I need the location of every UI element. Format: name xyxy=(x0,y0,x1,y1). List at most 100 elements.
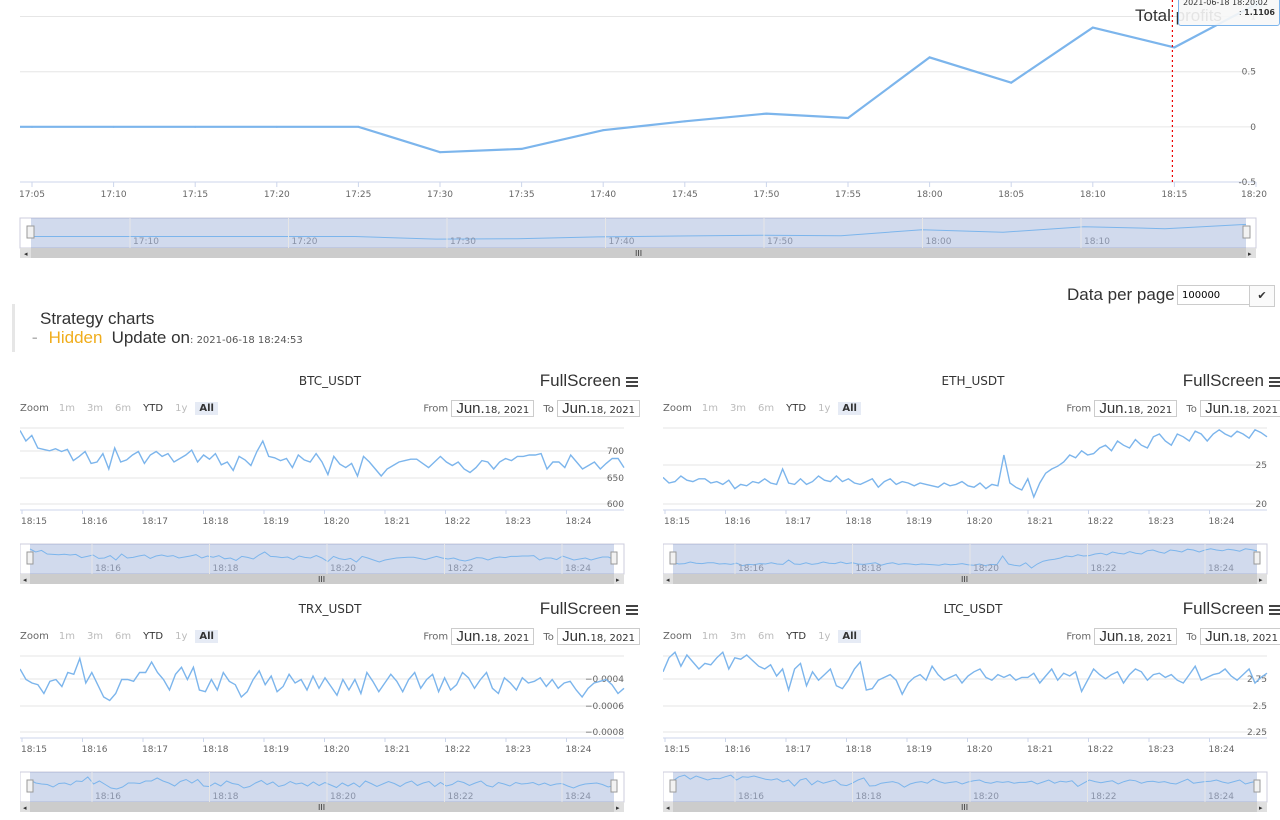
from-date-input[interactable]: Jun.18, 2021 xyxy=(451,400,535,417)
symbol-chart-svg: 700 650 600 18:15 18:16 18:17 18:18 18:19 18:20 1… xyxy=(20,427,625,584)
x-tick-label: 18:21 xyxy=(1027,745,1053,755)
price-series-line xyxy=(20,430,625,478)
strategy-section-bar xyxy=(12,304,15,352)
to-date-input[interactable]: Jun.18, 2021 xyxy=(557,628,640,645)
navigator-scrollbar-thumb[interactable] xyxy=(673,802,1257,812)
range-button-3m[interactable]: 3m xyxy=(729,631,747,642)
y-tick-label: 2.25 xyxy=(1247,728,1267,738)
navigator-scrollbar-thumb[interactable] xyxy=(673,574,1257,584)
range-button-6m[interactable]: 6m xyxy=(115,403,132,414)
navigator-selection xyxy=(30,544,614,574)
range-button-6m[interactable]: 6m xyxy=(758,631,775,642)
navigator-series-line xyxy=(31,223,1247,240)
range-button-ytd[interactable]: YTD xyxy=(786,403,807,414)
navigator-handle-left[interactable] xyxy=(669,779,677,793)
x-tick-label: 17:35 xyxy=(509,190,535,200)
range-button-3m[interactable]: 3m xyxy=(729,403,747,414)
navigator-tick-label: 17:30 xyxy=(450,237,476,247)
navigator-handle-left[interactable] xyxy=(669,551,677,565)
navigator-handle-right[interactable] xyxy=(610,551,618,565)
data-per-page-input[interactable] xyxy=(1177,285,1255,305)
range-button-1y[interactable]: 1y xyxy=(175,403,188,414)
navigator-handle-left[interactable] xyxy=(26,551,34,565)
scrollbar-left-arrow-icon[interactable]: ◂ xyxy=(666,804,670,812)
x-tick-label: 18:18 xyxy=(846,745,872,755)
navigator-handle-left[interactable] xyxy=(26,225,35,239)
scrollbar-right-arrow-icon[interactable]: ▸ xyxy=(1259,804,1263,812)
scrollbar-right-arrow-icon[interactable]: ▸ xyxy=(1259,576,1263,584)
range-button-ytd[interactable]: YTD xyxy=(786,631,807,642)
scrollbar-left-arrow-icon[interactable]: ◂ xyxy=(666,576,670,584)
range-button-1y[interactable]: 1y xyxy=(818,403,831,414)
to-date-input[interactable]: Jun.18, 2021 xyxy=(1200,628,1280,645)
date-day-year-text: 18, 2021 xyxy=(1233,633,1278,644)
navigator-handle-right[interactable] xyxy=(1253,779,1261,793)
range-button-1m[interactable]: 1m xyxy=(58,403,75,414)
scrollbar-left-arrow-icon[interactable]: ◂ xyxy=(23,804,27,812)
profit-tooltip: 2021-06-18 18:20:02 : 1.1106 xyxy=(1178,0,1280,26)
zoom-label: Zoom xyxy=(20,631,49,642)
strategy-update-row: – Hidden Update on: 2021-06-18 18:24:53 xyxy=(32,328,303,348)
scrollbar-right-arrow-icon[interactable]: ▸ xyxy=(1248,250,1252,258)
navigator-scrollbar-thumb[interactable] xyxy=(30,802,614,812)
hidden-toggle-link[interactable]: Hidden xyxy=(48,328,103,347)
range-button-6m[interactable]: 6m xyxy=(758,403,775,414)
navigator-handle-right[interactable] xyxy=(1253,551,1261,565)
date-day-year-text: 18, 2021 xyxy=(1127,405,1173,416)
navigator-tick-label: 18:24 xyxy=(1208,792,1234,802)
range-button-ytd[interactable]: YTD xyxy=(143,631,164,642)
scrollbar-left-arrow-icon[interactable]: ◂ xyxy=(24,250,28,258)
fullscreen-button[interactable]: FullScreen xyxy=(540,371,638,391)
collapse-toggle-dash[interactable]: – xyxy=(32,331,38,344)
scrollbar-grip-icon[interactable]: III xyxy=(635,249,642,258)
from-date-input[interactable]: Jun.18, 2021 xyxy=(1094,628,1178,645)
scrollbar-grip-icon[interactable]: III xyxy=(961,575,968,584)
strategy-title: Strategy charts xyxy=(40,309,155,328)
profit-chart-svg: 10.50-0.5 17:0517:1017:1517:2017:2517:30… xyxy=(19,0,1267,258)
scrollbar-grip-icon[interactable]: III xyxy=(961,803,968,812)
range-button-3m[interactable]: 3m xyxy=(86,631,104,642)
from-date-input[interactable]: Jun.18, 2021 xyxy=(451,628,535,645)
x-tick-label: 17:40 xyxy=(590,190,616,200)
price-series-line xyxy=(663,428,1268,499)
navigator-scrollbar-thumb[interactable] xyxy=(30,574,614,584)
navigator-handle-right[interactable] xyxy=(1242,225,1251,239)
scrollbar-grip-icon[interactable]: III xyxy=(318,803,325,812)
data-per-page-confirm-button[interactable]: ✔ xyxy=(1249,285,1275,307)
navigator-handle-right[interactable] xyxy=(610,779,618,793)
to-date-input[interactable]: Jun.18, 2021 xyxy=(557,400,640,417)
scrollbar-left-arrow-icon[interactable]: ◂ xyxy=(23,576,27,584)
update-time: : 2021-06-18 18:24:53 xyxy=(190,335,303,346)
range-button-6m[interactable]: 6m xyxy=(115,631,132,642)
range-button-1y[interactable]: 1y xyxy=(175,631,188,642)
to-date-input[interactable]: Jun.18, 2021 xyxy=(1200,400,1280,417)
x-tick-label: 18:21 xyxy=(384,517,410,527)
scrollbar-right-arrow-icon[interactable]: ▸ xyxy=(616,804,620,812)
range-button-1m[interactable]: 1m xyxy=(701,631,718,642)
range-button-3m[interactable]: 3m xyxy=(86,403,104,414)
navigator-selection[interactable] xyxy=(31,218,1246,248)
navigator-scrollbar-thumb[interactable] xyxy=(31,248,1246,258)
range-button-all[interactable]: All xyxy=(838,402,861,415)
range-button-1m[interactable]: 1m xyxy=(701,403,718,414)
range-button-ytd[interactable]: YTD xyxy=(143,403,164,414)
scrollbar-right-arrow-icon[interactable]: ▸ xyxy=(616,576,620,584)
zoom-label: Zoom xyxy=(663,631,692,642)
range-button-all[interactable]: All xyxy=(195,630,218,643)
fullscreen-button[interactable]: FullScreen xyxy=(1183,371,1280,391)
fullscreen-button[interactable]: FullScreen xyxy=(1183,599,1280,619)
from-date-input[interactable]: Jun.18, 2021 xyxy=(1094,400,1178,417)
range-button-all[interactable]: All xyxy=(195,402,218,415)
range-button-1m[interactable]: 1m xyxy=(58,631,75,642)
profit-data-point xyxy=(439,151,441,154)
profit-data-point xyxy=(1010,81,1013,84)
scrollbar-grip-icon[interactable]: III xyxy=(318,575,325,584)
range-button-1y[interactable]: 1y xyxy=(818,631,831,642)
range-button-all[interactable]: All xyxy=(838,630,861,643)
x-tick-label: 17:30 xyxy=(427,190,453,200)
symbol-chart-title: ETH_USDT xyxy=(941,374,1005,388)
navigator-handle-left[interactable] xyxy=(26,779,34,793)
date-month-text: Jun. xyxy=(1099,628,1128,645)
fullscreen-button[interactable]: FullScreen xyxy=(540,599,638,619)
